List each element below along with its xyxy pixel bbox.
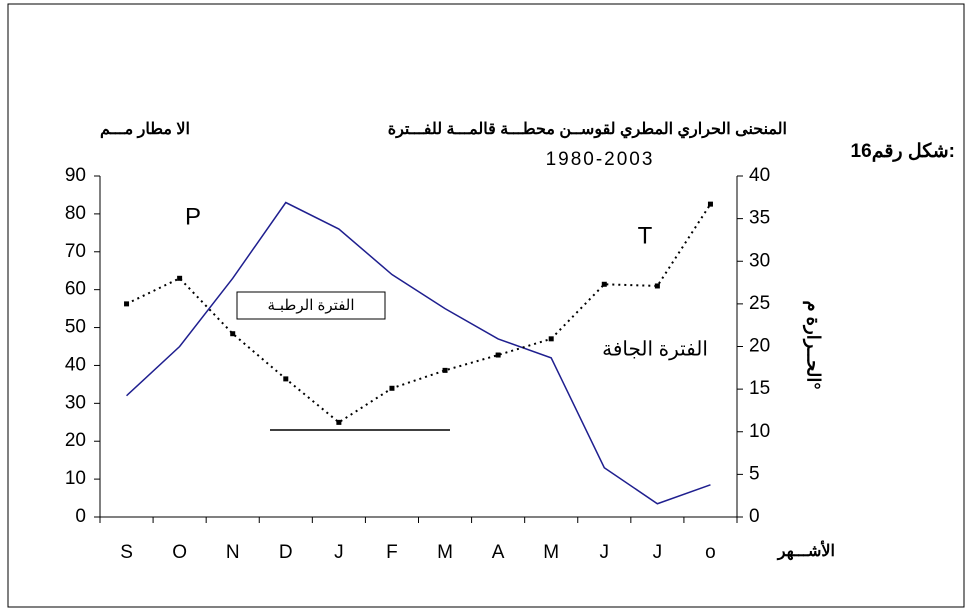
x-tick-label: N [226,542,240,563]
y2-tick-label: 20 [749,336,770,357]
y-tick-label: 20 [65,430,86,451]
marker [283,376,289,382]
y-tick-label: 70 [65,241,86,262]
chart-title: المنحنى الحراري المطري لقوســن محطـــة ق… [388,121,787,139]
x-tick-label: F [386,542,398,563]
marker [124,301,130,307]
marker [177,275,183,281]
y-axis-label: الا مطار مـــم [100,121,190,139]
y-tick-label: 0 [75,506,86,527]
x-tick-label: J [600,542,610,563]
series-label: P [185,203,201,230]
x-tick-label: M [437,542,453,563]
marker [442,367,448,373]
x-axis-label: الأشـــهر [777,540,835,561]
x-tick-label: A [492,542,505,563]
annotation: الفترة الرطبـة [267,297,354,314]
series-line [126,201,711,505]
x-tick-label: D [279,542,293,563]
x-tick-label: J [334,542,344,563]
y2-tick-label: 5 [749,463,760,484]
y-tick-label: 60 [65,279,86,300]
marker [707,201,713,207]
marker [601,281,607,287]
marker [654,283,660,289]
y-tick-label: 90 [65,165,86,186]
y2-axis-label: الحــرارة م° [802,300,823,389]
frame [7,3,965,608]
marker [548,336,554,342]
series-line [126,203,712,424]
y2-tick-label: 25 [749,293,770,314]
annotation: الفترة الجافة [602,338,708,360]
y-tick-label: 80 [65,203,86,224]
x-tick-label: o [705,542,716,563]
y2-tick-label: 15 [749,378,770,399]
x-tick-label: S [120,542,133,563]
y-tick-label: 40 [65,354,86,375]
y2-tick-label: 35 [749,208,770,229]
y2-tick-label: 0 [749,506,760,527]
marker [389,385,395,391]
x-tick-label: M [543,542,559,563]
y-tick-label: 30 [65,392,86,413]
marker [336,419,342,425]
chart-subtitle: 1980-2003 [546,149,655,170]
y2-tick-label: 10 [749,421,770,442]
marker [495,352,501,358]
y-tick-label: 10 [65,468,86,489]
figure-label: شكل رقم16: [851,141,955,162]
y2-tick-label: 30 [749,250,770,271]
x-tick-label: J [653,542,663,563]
x-tick-label: O [172,542,187,563]
y-tick-label: 50 [65,317,86,338]
series-label: T [638,222,653,249]
marker [230,331,236,337]
annotation-box [236,291,386,320]
y2-tick-label: 40 [749,165,770,186]
